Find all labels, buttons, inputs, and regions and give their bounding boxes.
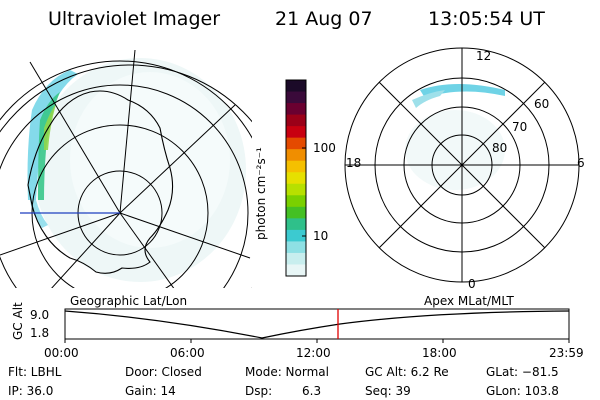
timeline-y-tick-max: 9.0 bbox=[30, 308, 50, 322]
altitude-curve bbox=[64, 310, 570, 339]
colorbar-segment bbox=[286, 172, 306, 185]
colorbar bbox=[286, 80, 306, 277]
colorbar-segment bbox=[286, 160, 306, 173]
colorbar-segment bbox=[286, 241, 306, 254]
colorbar-segment bbox=[286, 183, 306, 196]
colorbar-segment bbox=[286, 195, 306, 208]
mlat-label-70: 70 bbox=[512, 120, 528, 134]
colorbar-segment bbox=[286, 80, 306, 93]
colorbar-segment bbox=[286, 252, 306, 265]
mlt-label-18: 18 bbox=[346, 156, 362, 170]
gain-info: Gain: 14 bbox=[125, 384, 176, 398]
colorbar-unit-label: photon cm⁻²s⁻¹ bbox=[254, 147, 268, 240]
colorbar-segment bbox=[286, 149, 306, 162]
timeline-x-tick: 18:00 bbox=[422, 346, 457, 360]
colorbar-segment bbox=[286, 103, 306, 116]
glon-info: GLon: 103.8 bbox=[486, 384, 559, 398]
door-info: Door: Closed bbox=[125, 365, 202, 379]
colorbar-segment bbox=[286, 126, 306, 139]
dsp-label: Dsp: bbox=[245, 384, 273, 398]
timeline-x-tick: 12:00 bbox=[296, 346, 331, 360]
mlt-label-6: 6 bbox=[577, 156, 585, 170]
colorbar-segment bbox=[286, 206, 306, 219]
colorbar-segment bbox=[286, 229, 306, 242]
date-label: 21 Aug 07 bbox=[275, 8, 373, 30]
timeline-x-tick: 06:00 bbox=[170, 346, 205, 360]
colorbar-segment bbox=[286, 91, 306, 104]
timeline-y-tick-min: 1.8 bbox=[30, 326, 50, 340]
mlat-label-60: 60 bbox=[534, 97, 550, 111]
colorbar-segment bbox=[286, 218, 306, 231]
geographic-map-label: Geographic Lat/Lon bbox=[70, 294, 188, 308]
continent-outline bbox=[27, 90, 174, 274]
glat-info: GLat: −81.5 bbox=[486, 365, 559, 379]
colorbar-tick-10: 10 bbox=[313, 229, 329, 243]
timeline-x-tick: 00:00 bbox=[44, 346, 79, 360]
time-label: 13:05:54 UT bbox=[428, 8, 545, 30]
colorbar-segment bbox=[286, 114, 306, 127]
altitude-timeline bbox=[64, 308, 570, 343]
mode-info: Mode: Normal bbox=[245, 365, 329, 379]
instrument-title: Ultraviolet Imager bbox=[48, 8, 221, 30]
magnetic-polar-map bbox=[344, 47, 580, 283]
dsp-value: 6.3 bbox=[302, 384, 322, 398]
mlt-label-0: 0 bbox=[468, 277, 476, 291]
colorbar-tick-100: 100 bbox=[313, 141, 336, 155]
colorbar-segment bbox=[286, 137, 306, 150]
magnetic-map-label: Apex MLat/MLT bbox=[424, 294, 514, 308]
filter-info: Flt: LBHL bbox=[8, 365, 62, 379]
ip-info: IP: 36.0 bbox=[8, 384, 54, 398]
auroral-oval-bright bbox=[27, 70, 78, 200]
colorbar-segment bbox=[286, 264, 306, 277]
mlt-label-12: 12 bbox=[476, 49, 492, 63]
mlat-label-80: 80 bbox=[492, 141, 508, 155]
timeline-y-label: GC Alt bbox=[11, 302, 25, 340]
gc-alt-info: GC Alt: 6.2 Re bbox=[365, 365, 449, 379]
seq-info: Seq: 39 bbox=[365, 384, 411, 398]
timeline-x-tick: 23:59 bbox=[549, 346, 584, 360]
